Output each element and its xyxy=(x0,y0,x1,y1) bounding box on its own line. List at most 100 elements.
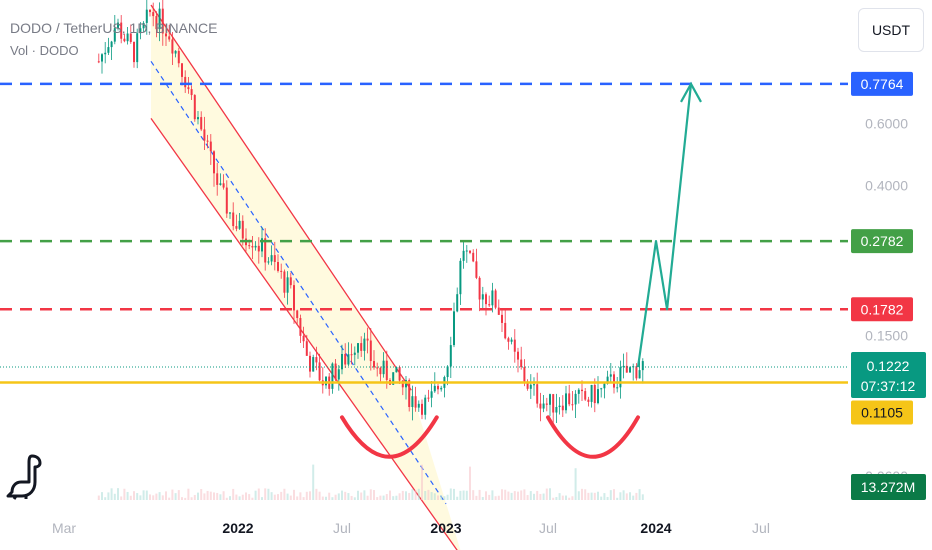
volume-bar xyxy=(350,495,353,500)
levels-group xyxy=(0,82,848,384)
candle-body xyxy=(341,353,343,370)
volume-bar xyxy=(219,494,222,500)
dinosaur-logo-icon[interactable] xyxy=(4,452,44,500)
level-tag-green: 0.2782 xyxy=(861,233,904,249)
volume-bar xyxy=(494,496,497,500)
volume-bar xyxy=(229,496,231,500)
volume-bar xyxy=(149,494,151,500)
volume-bar xyxy=(312,464,315,500)
projection-arrowhead xyxy=(680,81,702,103)
volume-bar xyxy=(238,496,241,500)
candle-body xyxy=(453,311,455,346)
currency-button[interactable]: USDT xyxy=(858,8,924,52)
volume-bar xyxy=(264,488,267,500)
volume-bar xyxy=(305,491,308,500)
candle-body xyxy=(520,359,523,368)
candle-body xyxy=(334,363,337,380)
candle-body xyxy=(641,361,644,371)
candle-body xyxy=(565,393,567,411)
candle-body xyxy=(270,255,273,262)
volume-bar xyxy=(254,490,257,500)
volume-bar xyxy=(200,489,203,500)
candle-body xyxy=(337,369,340,380)
candle-body xyxy=(277,262,279,271)
volume-group xyxy=(97,464,644,500)
candle-body xyxy=(251,246,254,248)
candle-body xyxy=(241,220,244,239)
candle-body xyxy=(110,41,113,48)
volume-bar xyxy=(257,488,260,500)
volume-bar xyxy=(293,489,295,500)
volume-bar xyxy=(558,493,561,500)
volume-bar xyxy=(542,493,545,500)
volume-bar xyxy=(142,490,145,500)
candle-body xyxy=(193,95,196,120)
candle-body xyxy=(145,9,148,23)
candle-body xyxy=(469,250,471,253)
volume-bar xyxy=(158,492,161,500)
volume-bar xyxy=(555,497,558,500)
candle-body xyxy=(392,372,395,385)
volume-bar xyxy=(526,495,529,500)
volume-bar xyxy=(574,468,577,500)
candle-body xyxy=(478,277,481,300)
time-tick-label: Jul xyxy=(333,520,351,536)
current-price-tag-bg xyxy=(851,352,926,399)
candle-body xyxy=(405,380,407,388)
candle-body xyxy=(133,41,135,63)
candle-body xyxy=(555,407,558,413)
candle-body xyxy=(424,397,427,415)
candle-body xyxy=(529,384,532,389)
candle-body xyxy=(181,63,183,77)
volume-bar xyxy=(638,489,641,500)
volume-bar xyxy=(619,492,622,500)
candle-body xyxy=(526,381,529,389)
candle-body xyxy=(213,151,215,174)
volume-bar xyxy=(235,494,238,500)
volume-bar xyxy=(273,494,276,500)
candle-body xyxy=(293,285,295,311)
price-tick-label: 0.4000 xyxy=(865,177,908,193)
volume-bar xyxy=(405,491,407,500)
candle-body xyxy=(497,307,500,315)
candle-body xyxy=(366,338,369,341)
volume-bar xyxy=(325,496,327,500)
volume-bar xyxy=(120,496,123,500)
volume-bar xyxy=(129,495,132,500)
level-tag-blue-bg xyxy=(851,71,913,96)
volume-bar xyxy=(629,492,631,500)
candle-body xyxy=(373,361,375,368)
candle-body xyxy=(104,52,107,55)
candle-body xyxy=(107,47,110,53)
level-tag-red: 0.1782 xyxy=(861,301,904,317)
volume-bar xyxy=(491,490,494,500)
volume-bar xyxy=(449,488,452,500)
volume-bar xyxy=(520,490,523,500)
candle-body xyxy=(264,238,267,263)
candle-body xyxy=(190,89,193,96)
candle-body xyxy=(305,341,308,356)
candle-body xyxy=(225,187,228,214)
candle-body xyxy=(635,366,638,379)
candle-body xyxy=(299,318,302,336)
volume-bar xyxy=(395,495,398,500)
volume-bar xyxy=(190,497,193,500)
candle-body xyxy=(398,367,401,381)
candle-body xyxy=(539,403,542,409)
volume-bar xyxy=(462,490,465,500)
volume-bar xyxy=(357,490,359,500)
countdown-label: 07:37:12 xyxy=(861,378,916,394)
volume-bar xyxy=(206,490,209,500)
volume-bar xyxy=(299,492,302,500)
candle-body xyxy=(440,387,443,390)
volume-bar xyxy=(277,494,279,500)
price-axis-group: 1.00000.60000.40000.15000.06000.77640.27… xyxy=(851,37,926,500)
volume-bar xyxy=(565,495,567,500)
candle-body xyxy=(465,250,468,252)
volume-bar xyxy=(337,493,340,500)
candle-body xyxy=(257,245,260,252)
volume-bar xyxy=(517,491,519,500)
volume-bar xyxy=(446,494,449,500)
volume-bar xyxy=(363,490,366,500)
